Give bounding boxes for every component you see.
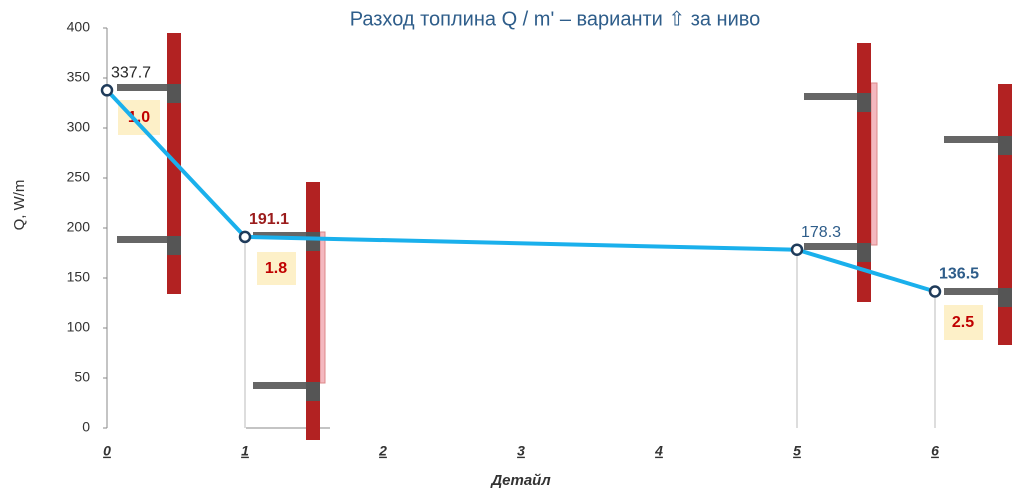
value-label: 136.5 <box>939 266 979 283</box>
x-axis-label: Детайл <box>489 472 551 489</box>
value-label: 191.1 <box>249 211 289 228</box>
annotation: 1.8 <box>265 260 287 277</box>
value-label: 178.3 <box>801 224 841 241</box>
y-tick-label: 50 <box>74 369 90 385</box>
point <box>928 285 942 298</box>
x-tick-label: 1 <box>241 443 249 459</box>
y-tick-label: 200 <box>67 219 91 235</box>
x-tick-label: 2 <box>378 443 387 459</box>
x-tick-label: 3 <box>517 443 525 459</box>
y-tick-label: 150 <box>67 269 91 285</box>
x-tick-label: 6 <box>931 443 939 459</box>
y-tick-label: 400 <box>67 19 91 35</box>
point <box>790 243 804 256</box>
annotation: 2.5 <box>952 314 974 331</box>
annotation: 1.0 <box>128 109 150 126</box>
x-tick-label: 0 <box>103 443 111 459</box>
series-line <box>105 88 936 294</box>
y-tick-label: 0 <box>82 419 90 435</box>
x-tick-label: 5 <box>793 443 801 459</box>
y-axis-label: Q, W/m <box>11 180 28 231</box>
point <box>100 84 114 97</box>
y-tick-label: 250 <box>67 169 91 185</box>
y-tick-label: 100 <box>67 319 91 335</box>
y-tick-label: 300 <box>67 119 91 135</box>
x-tick-label: 4 <box>654 443 663 459</box>
value-label: 337.7 <box>111 65 151 82</box>
y-tick-label: 350 <box>67 69 91 85</box>
point <box>238 230 252 244</box>
chart-title: Разход топлина Q / m' – варианти ⇧ за ни… <box>350 8 761 30</box>
